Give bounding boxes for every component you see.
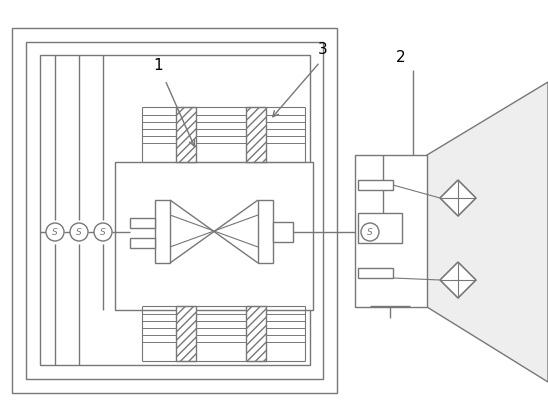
Bar (273, 222, 293, 242)
Bar (176, 306, 196, 361)
Bar (358, 180, 393, 190)
Bar (115, 162, 313, 310)
Bar (246, 306, 266, 361)
Bar (155, 200, 170, 263)
Circle shape (94, 223, 112, 241)
Bar (355, 155, 427, 307)
Text: 2: 2 (396, 50, 406, 65)
Bar (176, 107, 196, 162)
Bar (26, 42, 323, 379)
Text: S: S (100, 228, 106, 236)
Bar (40, 55, 310, 365)
Bar (358, 268, 393, 278)
Bar (12, 28, 337, 393)
Circle shape (46, 223, 64, 241)
Polygon shape (440, 180, 476, 216)
Polygon shape (440, 262, 476, 298)
Bar (246, 107, 266, 162)
Circle shape (70, 223, 88, 241)
Polygon shape (427, 82, 548, 382)
Bar (258, 200, 273, 263)
Bar (358, 213, 402, 243)
Text: S: S (52, 228, 58, 236)
Circle shape (361, 223, 379, 241)
Text: S: S (367, 228, 373, 236)
Text: S: S (76, 228, 82, 236)
Bar (130, 238, 155, 248)
Text: 3: 3 (318, 42, 328, 57)
Text: 1: 1 (153, 58, 163, 73)
Bar (130, 218, 155, 228)
